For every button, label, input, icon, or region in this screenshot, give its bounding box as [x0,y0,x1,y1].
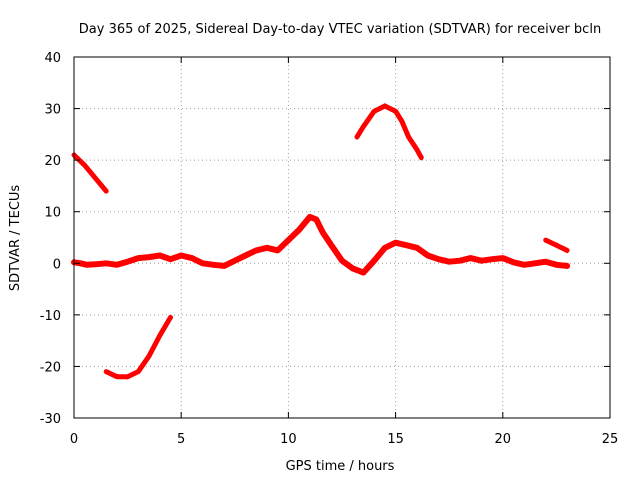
series-line-bottom-left [103,314,173,380]
series-band-right [544,239,569,254]
y-axis-label: SDTVAR / TECUs [8,185,23,292]
y-tick-label: -10 [40,309,61,324]
y-tick-label: 40 [44,51,61,66]
plot-border [73,56,611,419]
grid-layer [74,57,610,418]
y-tick-label: 0 [53,257,61,272]
x-tick-label: 10 [280,432,297,447]
series-band-top-left [72,154,108,192]
y-tick-label: -30 [40,412,61,427]
tick-layer: 0 5 10 15 20 25 -30 -20 -10 0 10 20 30 40 [40,51,619,447]
x-axis-label: GPS time / hours [286,459,395,474]
y-tick-label: 30 [44,103,61,118]
series-band-hump [355,103,423,161]
series-layer [71,103,571,380]
chart-title: Day 365 of 2025, Sidereal Day-to-day VTE… [79,22,601,37]
x-tick-label: 20 [495,432,512,447]
x-tick-label: 15 [387,432,404,447]
series-line-hump [354,103,424,161]
series-band-bottom-left [104,317,172,380]
y-tick-label: 10 [44,206,61,221]
y-tick-label: 20 [44,154,61,169]
x-tick-label: 0 [70,432,78,447]
series-band-main [72,214,569,273]
y-tick-label: -20 [40,360,61,375]
x-tick-label: 25 [602,432,619,447]
x-tick-label: 5 [177,432,185,447]
